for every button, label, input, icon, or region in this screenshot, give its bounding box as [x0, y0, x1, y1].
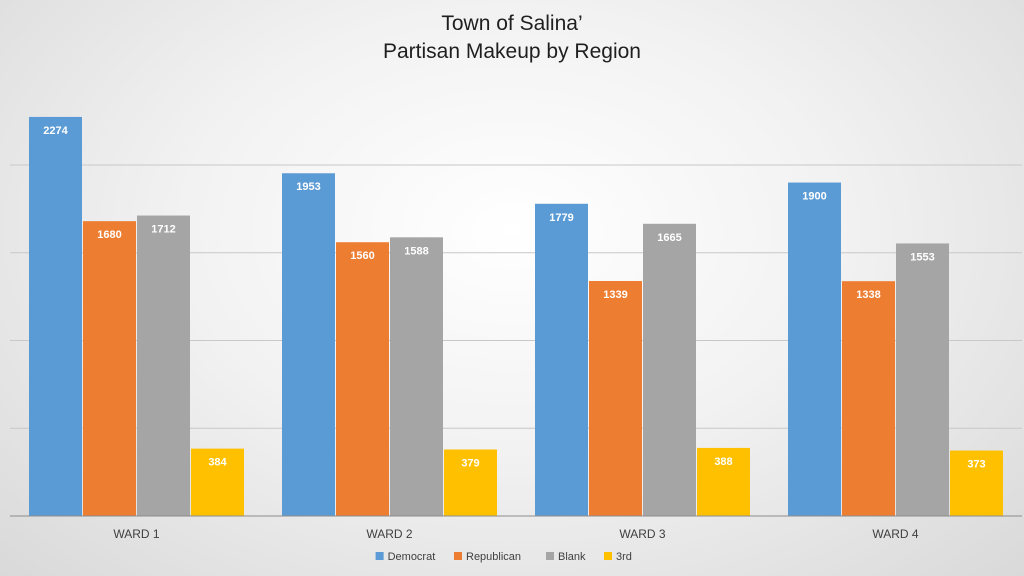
legend-label: Republican: [466, 551, 521, 563]
bar-3rd: [950, 450, 1003, 516]
x-tick-label: WARD 4: [872, 527, 919, 541]
bar-blank: [643, 223, 696, 517]
bar-republican: [336, 242, 389, 516]
bar-republican: [589, 281, 642, 516]
bar-democrat: [535, 203, 588, 516]
legend-swatch-3rd: [604, 552, 612, 560]
bar-republican: [83, 221, 136, 516]
legend-swatch-republican: [454, 552, 462, 560]
data-label: 1553: [910, 251, 934, 263]
bar-blank: [896, 243, 949, 517]
legend-swatch-blank: [546, 552, 554, 560]
bar-democrat: [788, 182, 841, 517]
legend-label: Democrat: [388, 551, 436, 563]
data-label: 379: [461, 457, 479, 469]
chart-title-line-2: Partisan Makeup by Region: [383, 40, 641, 63]
data-label: 388: [714, 456, 732, 468]
data-label: 1338: [856, 289, 880, 301]
legend-label: 3rd: [616, 551, 632, 563]
data-label: 373: [967, 459, 985, 471]
data-label: 1665: [657, 232, 681, 244]
data-label: 1339: [603, 289, 627, 301]
x-tick-label: WARD 3: [619, 527, 666, 541]
x-tick-label: WARD 2: [366, 527, 413, 541]
bar-republican: [842, 281, 895, 516]
legend-label: Blank: [558, 551, 586, 563]
legend-swatch-democrat: [375, 552, 384, 560]
bar-democrat: [29, 116, 82, 517]
data-label: 1712: [151, 224, 175, 236]
chart-title-line-1: Town of Salina’: [441, 12, 583, 35]
bar-3rd: [444, 449, 497, 516]
data-label: 1900: [802, 191, 826, 203]
bar-blank: [137, 215, 190, 516]
data-label: 384: [208, 457, 227, 469]
bar-3rd: [191, 448, 244, 516]
data-label: 1588: [404, 245, 428, 257]
bar-democrat: [282, 173, 335, 516]
data-label: 1560: [350, 250, 374, 262]
x-tick-label: WARD 1: [113, 527, 160, 541]
bar-3rd: [697, 447, 750, 516]
data-label: 1779: [549, 212, 573, 224]
data-label: 1680: [97, 229, 121, 241]
bar-blank: [390, 237, 443, 516]
data-label: 2274: [43, 125, 68, 137]
data-label: 1953: [296, 181, 320, 193]
